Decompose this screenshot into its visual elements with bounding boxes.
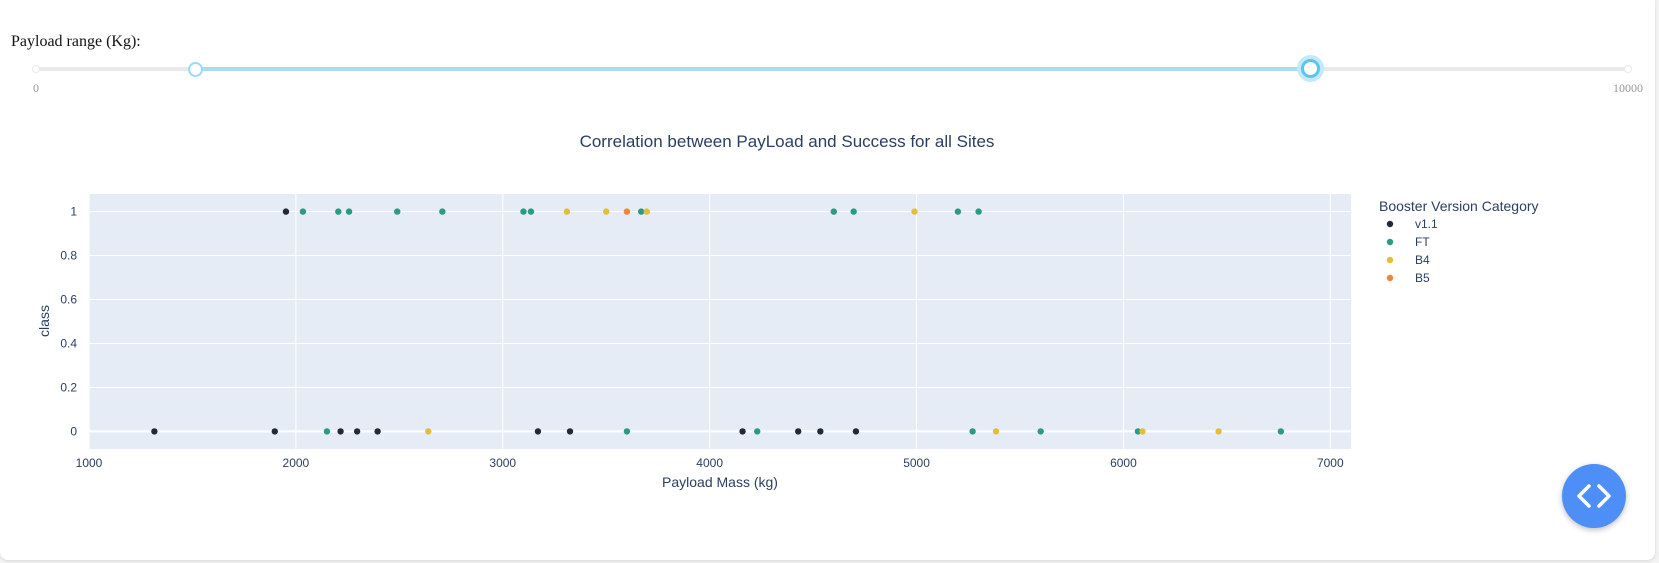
plot-area (89, 194, 1351, 449)
payload-range-slider[interactable]: 0 10000 (32, 59, 1643, 95)
chart-title: Correlation between PayLoad and Success … (580, 132, 995, 151)
code-toggle-button[interactable] (1562, 464, 1626, 528)
x-tick-label: 7000 (1317, 456, 1344, 470)
slider-min-label: 0 (33, 81, 39, 95)
legend-marker-b5 (1386, 274, 1394, 282)
x-axis-label: Payload Mass (kg) (662, 474, 778, 490)
slider-max-label: 10000 (1613, 81, 1643, 95)
y-tick-label: 0.6 (60, 293, 77, 307)
data-point-ft (969, 428, 976, 435)
data-point-ft (637, 208, 645, 215)
slider-handle-low[interactable] (188, 62, 204, 77)
data-point-b4 (1139, 428, 1146, 435)
data-point-v1-1 (282, 208, 290, 215)
x-tick-label: 5000 (903, 456, 930, 470)
x-tick-label: 3000 (489, 456, 516, 470)
data-point-v1-1 (795, 428, 802, 435)
data-point-b4 (992, 428, 1000, 435)
data-point-v1-1 (566, 428, 574, 435)
legend-item-label: B5 (1415, 271, 1430, 285)
data-point-ft (975, 208, 982, 215)
data-point-b5 (623, 208, 631, 215)
data-point-b4 (603, 208, 610, 215)
legend-marker-b4 (1386, 256, 1394, 264)
payload-range-label: Payload range (Kg): (11, 33, 141, 50)
data-point-v1-1 (739, 428, 746, 435)
y-axis-ticks: 0 0.2 0.4 0.6 0.8 1 (60, 205, 77, 439)
y-axis-label: class (36, 305, 52, 337)
data-point-ft (830, 208, 837, 215)
data-point-v1-1 (337, 428, 344, 435)
legend: Booster Version Category v1.1 FT B4 B5 (1379, 198, 1539, 285)
code-brackets-icon (1577, 484, 1611, 508)
data-point-ft (850, 208, 857, 215)
data-point-v1-1 (817, 428, 824, 435)
data-point-ft (345, 208, 353, 215)
data-point-ft (1277, 428, 1285, 435)
x-tick-label: 6000 (1110, 456, 1137, 470)
data-point-ft (299, 208, 307, 215)
data-point-ft (1134, 428, 1142, 435)
y-tick-label: 0.8 (60, 249, 77, 263)
y-tick-label: 0 (70, 424, 77, 438)
legend-title: Booster Version Category (1379, 198, 1539, 214)
slider-min-dot (32, 65, 40, 73)
data-point-ft (520, 208, 527, 215)
data-point-v1-1 (151, 428, 158, 435)
data-point-ft (754, 428, 761, 435)
slider-track (195, 67, 1310, 71)
legend-marker-ft (1386, 238, 1394, 246)
data-point-ft (527, 208, 535, 215)
data-point-ft (323, 428, 331, 435)
x-axis-ticks: 1000 2000 3000 4000 5000 6000 7000 (76, 456, 1344, 470)
data-point-b4 (563, 208, 571, 215)
slider-handle-high[interactable] (1300, 59, 1320, 78)
data-point-ft (1037, 428, 1044, 435)
y-tick-label: 0.2 (60, 380, 77, 394)
data-point-v1-1 (852, 428, 860, 435)
data-point-ft (623, 428, 631, 435)
data-point-b4 (425, 428, 432, 435)
data-point-ft (439, 208, 446, 215)
legend-item-label: FT (1415, 235, 1430, 249)
legend-marker-v1-1 (1386, 220, 1394, 228)
x-tick-label: 4000 (696, 456, 723, 470)
legend-item-label: B4 (1415, 253, 1430, 267)
y-tick-label: 0.4 (60, 336, 77, 350)
slider-max-dot (1624, 65, 1632, 73)
data-point-b4 (1215, 428, 1222, 435)
data-point-ft (335, 208, 342, 215)
data-point-v1-1 (353, 428, 361, 435)
x-tick-label: 2000 (283, 456, 310, 470)
x-tick-label: 1000 (76, 456, 103, 470)
y-tick-label: 1 (70, 205, 77, 219)
data-point-v1-1 (374, 428, 381, 435)
data-point-ft (954, 208, 962, 215)
data-point-b4 (643, 208, 650, 215)
data-point-v1-1 (534, 428, 542, 435)
data-points (151, 208, 1285, 435)
legend-item-label: v1.1 (1415, 217, 1438, 231)
data-point-v1-1 (271, 428, 278, 435)
data-point-b4 (911, 208, 918, 215)
data-point-ft (394, 208, 401, 215)
